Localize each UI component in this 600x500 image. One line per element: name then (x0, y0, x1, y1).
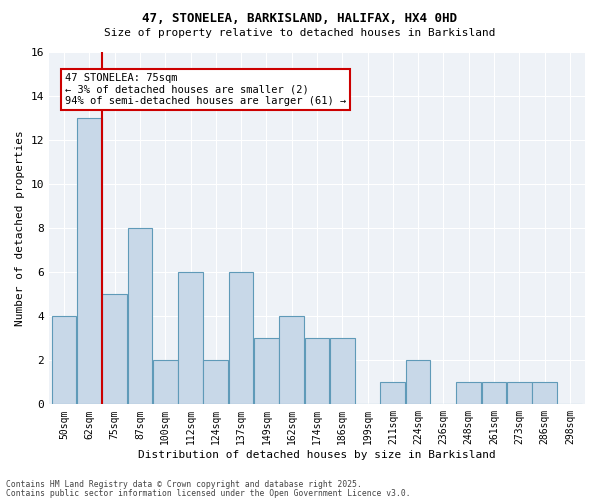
Text: 47 STONELEA: 75sqm
← 3% of detached houses are smaller (2)
94% of semi-detached : 47 STONELEA: 75sqm ← 3% of detached hous… (65, 72, 346, 106)
Bar (77, 118, 102, 405)
Bar (178, 272, 203, 404)
Bar (305, 338, 329, 404)
Bar (406, 360, 430, 405)
Bar (380, 382, 405, 404)
Bar (128, 228, 152, 404)
Bar (507, 382, 532, 404)
Bar (456, 382, 481, 404)
Bar (532, 382, 557, 404)
Bar (254, 338, 279, 404)
Bar (482, 382, 506, 404)
Text: Contains HM Land Registry data © Crown copyright and database right 2025.: Contains HM Land Registry data © Crown c… (6, 480, 362, 489)
Bar (153, 360, 178, 405)
X-axis label: Distribution of detached houses by size in Barkisland: Distribution of detached houses by size … (138, 450, 496, 460)
Bar (330, 338, 355, 404)
Text: 47, STONELEA, BARKISLAND, HALIFAX, HX4 0HD: 47, STONELEA, BARKISLAND, HALIFAX, HX4 0… (143, 12, 458, 26)
Bar (52, 316, 76, 404)
Text: Size of property relative to detached houses in Barkisland: Size of property relative to detached ho… (104, 28, 496, 38)
Bar (203, 360, 228, 405)
Text: Contains public sector information licensed under the Open Government Licence v3: Contains public sector information licen… (6, 490, 410, 498)
Bar (279, 316, 304, 404)
Y-axis label: Number of detached properties: Number of detached properties (15, 130, 25, 326)
Bar (229, 272, 253, 404)
Bar (102, 294, 127, 405)
